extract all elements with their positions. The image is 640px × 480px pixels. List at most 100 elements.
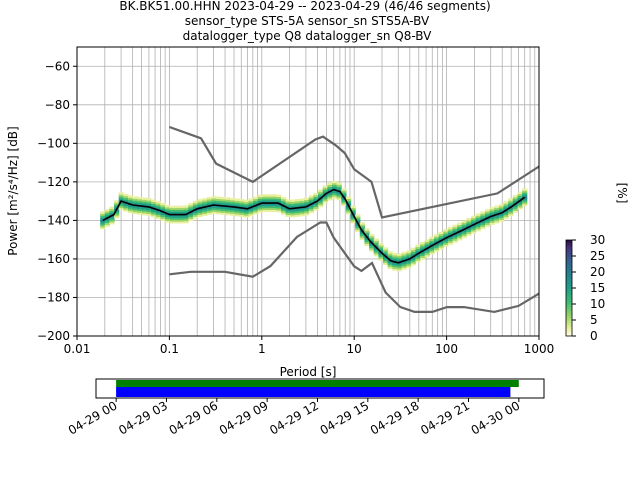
histogram-cell bbox=[299, 200, 305, 203]
timeline-tick-label: 04-29 18 bbox=[368, 398, 422, 437]
histogram-cell bbox=[336, 182, 342, 185]
histogram-cell bbox=[234, 202, 240, 205]
histogram-cell bbox=[146, 200, 152, 203]
histogram-cell bbox=[271, 209, 277, 212]
histogram-cell bbox=[188, 203, 194, 206]
histogram-cell bbox=[471, 217, 477, 220]
histogram-cell bbox=[438, 237, 444, 240]
histogram-cell bbox=[100, 211, 106, 214]
histogram-cell bbox=[471, 229, 477, 232]
histogram-cell bbox=[128, 208, 134, 212]
histogram-cell bbox=[396, 259, 403, 262]
histogram-cell bbox=[461, 231, 467, 235]
histogram-cell bbox=[211, 205, 217, 209]
histogram-cell bbox=[406, 256, 412, 259]
histogram-cell bbox=[401, 263, 407, 266]
histogram-cell bbox=[109, 212, 115, 215]
histogram-cell bbox=[285, 201, 291, 204]
histogram-cell bbox=[396, 257, 403, 260]
histogram-cell bbox=[100, 226, 106, 230]
title-line-1: BK.BK51.00.HHN 2023-04-29 -- 2023-04-29 … bbox=[119, 0, 490, 13]
histogram-cell bbox=[262, 205, 268, 209]
colorbar-tick-label: 5 bbox=[590, 313, 598, 327]
histogram-cell bbox=[188, 218, 194, 221]
histogram-cell bbox=[494, 217, 500, 220]
histogram-cell bbox=[308, 197, 314, 200]
histogram-cell bbox=[100, 217, 106, 220]
histogram-cell bbox=[248, 208, 254, 211]
histogram-cell bbox=[313, 202, 319, 205]
histogram-cell bbox=[522, 203, 528, 207]
histogram-cell bbox=[109, 216, 115, 219]
histogram-cell bbox=[475, 215, 481, 218]
histogram-cell bbox=[257, 208, 263, 211]
histogram-cell bbox=[498, 209, 505, 213]
histogram-cell bbox=[494, 209, 500, 212]
histogram-cell bbox=[146, 209, 152, 212]
histogram-cell bbox=[313, 204, 319, 207]
data-availability-bar bbox=[116, 380, 519, 387]
histogram-cell bbox=[308, 206, 314, 210]
histogram-cell bbox=[271, 203, 277, 207]
histogram-cell bbox=[253, 212, 259, 215]
histogram-cell bbox=[160, 203, 166, 206]
histogram-cell bbox=[216, 210, 222, 213]
histogram-cell bbox=[165, 210, 171, 214]
histogram-cell bbox=[281, 210, 287, 213]
histogram-cell bbox=[364, 230, 370, 233]
psd-plot: 0.01 0.1 1 10 100 1000 −200 −180 −160 −140 −120 −1… bbox=[6, 46, 554, 379]
histogram-cell bbox=[234, 204, 240, 207]
histogram-cell bbox=[508, 200, 514, 203]
histogram-cell bbox=[443, 238, 449, 242]
histogram-cell bbox=[276, 200, 282, 203]
histogram-cell bbox=[429, 238, 435, 242]
histogram-cell bbox=[128, 207, 134, 210]
histogram-cell bbox=[179, 207, 185, 210]
histogram-cell bbox=[104, 218, 110, 222]
histogram-cell bbox=[415, 248, 421, 251]
histogram-cell bbox=[420, 251, 426, 255]
histogram-cell bbox=[345, 208, 352, 211]
histogram-cell bbox=[285, 214, 291, 217]
y-tick-label: −180 bbox=[37, 290, 70, 304]
histogram-cell bbox=[267, 209, 273, 212]
histogram-cell bbox=[294, 208, 301, 211]
histogram-cell bbox=[197, 205, 203, 208]
histogram-cell bbox=[475, 223, 481, 226]
histogram-cell bbox=[257, 194, 263, 198]
histogram-cell bbox=[234, 210, 240, 213]
histogram-cell bbox=[216, 206, 222, 209]
histogram-cell bbox=[401, 253, 407, 257]
histogram-cell bbox=[392, 256, 398, 260]
histogram-cell bbox=[410, 253, 416, 256]
histogram-cell bbox=[202, 211, 208, 214]
histogram-cell bbox=[151, 211, 157, 214]
histogram-cell bbox=[118, 207, 124, 211]
histogram-cell bbox=[123, 195, 129, 199]
timeline-tick-label: 04-30 00 bbox=[469, 398, 523, 437]
histogram-cell bbox=[271, 199, 277, 203]
histogram-cell bbox=[327, 196, 333, 199]
histogram-cell bbox=[299, 204, 305, 207]
histogram-cell bbox=[313, 208, 319, 211]
histogram-cell bbox=[197, 203, 203, 206]
histogram-cell bbox=[373, 254, 379, 257]
histogram-cell bbox=[281, 200, 287, 204]
histogram-cell bbox=[327, 184, 333, 187]
histogram-cell bbox=[415, 256, 421, 259]
histogram-cell bbox=[257, 210, 263, 213]
histogram-cell bbox=[350, 219, 356, 222]
histogram-cell bbox=[155, 216, 161, 219]
histogram-cell bbox=[383, 247, 389, 250]
histogram-cell bbox=[271, 207, 277, 210]
histogram-cell bbox=[132, 200, 138, 203]
histogram-cell bbox=[290, 203, 296, 206]
histogram-cell bbox=[475, 213, 481, 216]
colorbar-tick-label: 30 bbox=[590, 233, 605, 247]
histogram-cell bbox=[517, 191, 523, 195]
histogram-cell bbox=[471, 215, 477, 219]
histogram-cell bbox=[383, 249, 389, 252]
histogram-cell bbox=[392, 264, 398, 267]
histogram-cell bbox=[192, 214, 199, 217]
histogram-cell bbox=[387, 260, 393, 264]
